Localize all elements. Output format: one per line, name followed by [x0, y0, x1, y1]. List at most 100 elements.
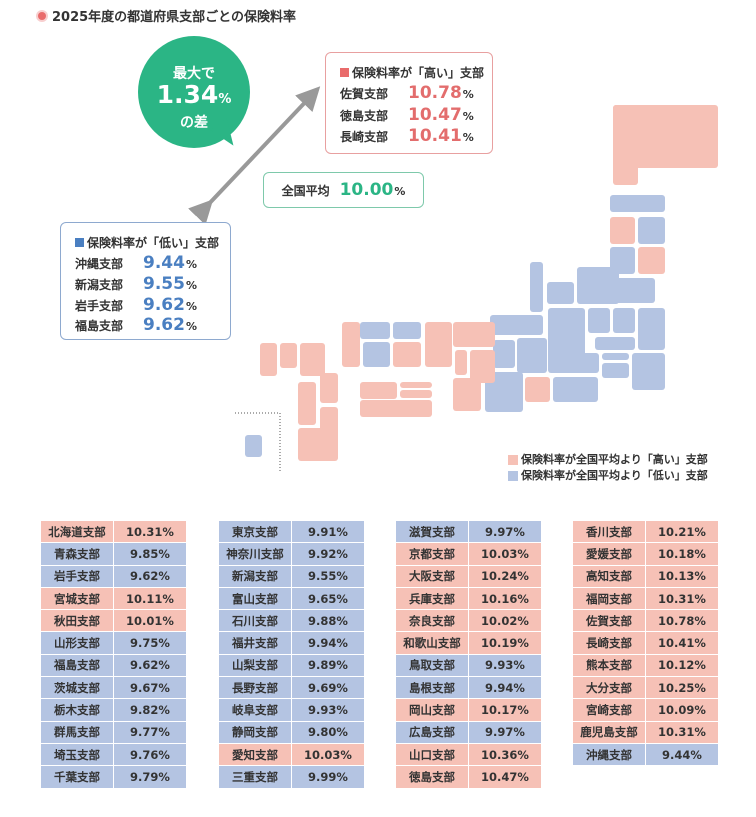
- blue-square-icon: [75, 238, 84, 247]
- difference-arrow: [188, 86, 321, 225]
- map-tile: [453, 322, 495, 347]
- average-unit: %: [394, 185, 406, 198]
- branch-rate: 9.62: [143, 295, 185, 315]
- rate-cell: 9.75%: [113, 631, 187, 655]
- table-row: 岐阜支部 9.93%: [218, 698, 365, 722]
- rate-cell: 9.89%: [291, 653, 365, 678]
- branch-cell: 徳島支部: [395, 765, 469, 789]
- branch-cell: 岩手支部: [40, 564, 114, 588]
- table-row: 沖縄支部 9.44%: [572, 742, 719, 767]
- branch-cell: 新潟支部: [218, 564, 292, 588]
- rate-cell: 10.03%: [291, 742, 365, 767]
- bubble-number: 1.34: [156, 80, 219, 109]
- rate-cell: 10.18%: [645, 542, 719, 566]
- table-row: 佐賀支部 10.78%: [572, 609, 719, 633]
- branch-cell: 山口支部: [395, 742, 469, 767]
- rate-cell: 10.17%: [468, 698, 542, 722]
- branch-cell: 長崎支部: [572, 631, 646, 655]
- branch-cell: 福岡支部: [572, 586, 646, 611]
- branch-cell: 岐阜支部: [218, 698, 292, 722]
- table-row: 福島支部 9.62%: [40, 653, 187, 678]
- branch-name: 沖縄支部: [75, 257, 124, 271]
- rate-cell: 10.31%: [645, 586, 719, 611]
- blue-square-icon: [508, 471, 518, 481]
- rate-table: 東京支部 9.91% 神奈川支部 9.92% 新潟支部 9.55% 富山支部 9.65% 石川支…: [218, 519, 365, 789]
- bubble-line3: の差: [180, 115, 208, 131]
- branch-rate: 9.62: [143, 315, 185, 335]
- rate-cell: 9.91%: [291, 519, 365, 544]
- table-row: 福井支部 9.94%: [218, 631, 365, 655]
- map-tile: [610, 195, 665, 212]
- branch-name: 新潟支部: [75, 278, 124, 292]
- map-tile: [360, 400, 432, 417]
- map-tile: [453, 378, 481, 411]
- table-row: 香川支部 10.21%: [572, 519, 719, 544]
- map-tile: [280, 343, 297, 368]
- table-row: 山口支部 10.36%: [395, 742, 542, 767]
- rate-cell: 10.03%: [468, 542, 542, 566]
- table-row: 福岡支部 10.31%: [572, 586, 719, 611]
- rate-cell: 9.88%: [291, 609, 365, 633]
- branch-cell: 愛知支部: [218, 742, 292, 767]
- table-row: 愛媛支部 10.18%: [572, 542, 719, 566]
- branch-cell: 福島支部: [40, 653, 114, 678]
- table-row: 群馬支部 9.77%: [40, 720, 187, 744]
- table-row: 山梨支部 9.89%: [218, 653, 365, 678]
- legend-high: 保険料率が全国平均より「高い」支部: [508, 452, 708, 468]
- branch-cell: 東京支部: [218, 519, 292, 544]
- table-row: 神奈川支部 9.92%: [218, 542, 365, 566]
- branch-name: 福島支部: [75, 319, 124, 333]
- branch-rate: 10.41: [408, 126, 462, 146]
- table-row: 滋賀支部 9.97%: [395, 519, 542, 544]
- branch-name: 長崎支部: [340, 130, 389, 144]
- high-item: 徳島支部 10.47%: [340, 105, 474, 125]
- map-tile: [400, 382, 432, 388]
- branch-name: 岩手支部: [75, 299, 124, 313]
- branch-cell: 石川支部: [218, 609, 292, 633]
- rate-cell: 10.36%: [468, 742, 542, 767]
- map-tile: [638, 217, 665, 244]
- map-tile: [577, 353, 599, 373]
- rate-cell: 9.69%: [291, 676, 365, 700]
- rate-cell: 9.79%: [113, 765, 187, 789]
- map-tile: [638, 308, 665, 350]
- branch-cell: 青森支部: [40, 542, 114, 566]
- table-row: 栃木支部 9.82%: [40, 698, 187, 722]
- okinawa-divider: [235, 412, 281, 473]
- map-tile: [632, 353, 665, 390]
- branch-cell: 秋田支部: [40, 609, 114, 633]
- table-row: 青森支部 9.85%: [40, 542, 187, 566]
- rate-table: 北海道支部 10.31% 青森支部 9.85% 岩手支部 9.62% 宮城支部 10.11% 秋…: [40, 519, 187, 789]
- map-tile: [470, 350, 495, 383]
- map-tile: [517, 338, 547, 373]
- map-tile: [577, 267, 619, 304]
- branch-cell: 香川支部: [572, 519, 646, 544]
- red-square-icon: [340, 68, 349, 77]
- rate-cell: 10.78%: [645, 609, 719, 633]
- table-row: 埼玉支部 9.76%: [40, 742, 187, 767]
- branch-cell: 京都支部: [395, 542, 469, 566]
- map-tile: [298, 382, 316, 425]
- table-row: 和歌山支部 10.19%: [395, 631, 542, 655]
- branch-cell: 島根支部: [395, 676, 469, 700]
- bullet-dot-icon: [38, 11, 46, 20]
- table-row: 新潟支部 9.55%: [218, 564, 365, 588]
- table-row: 島根支部 9.94%: [395, 676, 542, 700]
- difference-bubble: 最大で 1.34% の差: [138, 36, 250, 152]
- map-tile: [425, 322, 452, 367]
- page-title: 2025年度の都道府県支部ごとの保険料率: [38, 6, 296, 25]
- rate-cell: 10.21%: [645, 519, 719, 544]
- pink-square-icon: [508, 455, 518, 465]
- branch-cell: 群馬支部: [40, 720, 114, 744]
- high-rate-box: 保険料率が「高い」支部 佐賀支部 10.78% 徳島支部 10.47% 長崎支部 10…: [325, 52, 493, 154]
- branch-rate: 9.55: [143, 274, 185, 294]
- table-row: 岡山支部 10.17%: [395, 698, 542, 722]
- table-row: 宮城支部 10.11%: [40, 586, 187, 611]
- map-tile: [485, 372, 523, 412]
- branch-cell: 長野支部: [218, 676, 292, 700]
- table-row: 千葉支部 9.79%: [40, 765, 187, 789]
- rate-cell: 10.41%: [645, 631, 719, 655]
- rate-cell: 9.94%: [468, 676, 542, 700]
- branch-cell: 埼玉支部: [40, 742, 114, 767]
